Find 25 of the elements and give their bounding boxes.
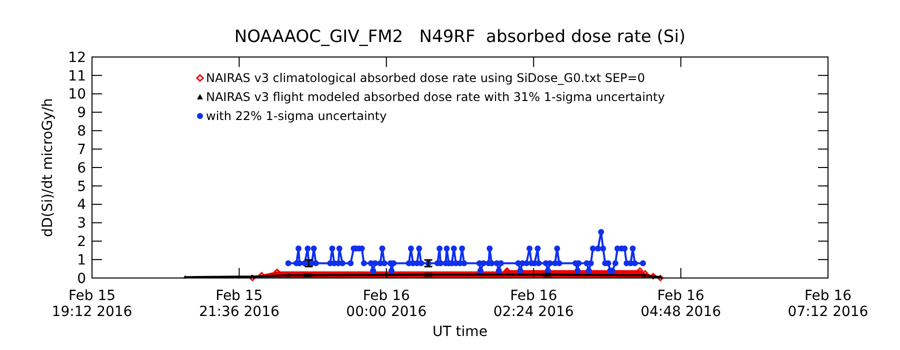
legend-label: NAIRAS v3 climatological absorbed dose rate using SiDose_G0.txt SEP=0 (206, 71, 645, 86)
y-tick-label: 4 (77, 197, 86, 214)
y-tick-label: 10 (68, 86, 86, 103)
y-tick-label: 6 (77, 160, 86, 176)
y-axis-title: dD(Si)/dt microGy/h (40, 98, 56, 237)
x-tick-label: Feb 16 02:24 2016 (493, 288, 574, 320)
y-tick-label: 5 (77, 178, 86, 195)
y-tick-label: 11 (68, 68, 86, 84)
legend-label: NAIRAS v3 flight modeled absorbed dose rate with 31% 1-sigma uncertainty (206, 90, 665, 104)
y-tick-label: 2 (77, 234, 86, 250)
y-tick-label: 12 (68, 50, 86, 66)
y-tick-label: 9 (77, 105, 86, 122)
y-tick-label: 0 (77, 270, 86, 287)
y-tick-label: 3 (77, 216, 86, 232)
x-tick-label: Feb 15 21:36 2016 (198, 288, 280, 320)
x-tick-label: Feb 15 19:12 2016 (52, 288, 132, 320)
chart-title: NOAAAOC_GIV_FM2 N49RF absorbed dose rate (Si) (234, 27, 686, 47)
x-tick-label: Feb 16 00:00 2016 (346, 288, 427, 320)
y-tick-label: 8 (77, 124, 86, 140)
x-tick-label: Feb 16 07:12 2016 (788, 288, 868, 320)
y-tick-label: 1 (77, 252, 86, 268)
x-tick-label: Feb 16 04:48 2016 (640, 288, 722, 320)
y-tick-label: 7 (77, 142, 86, 158)
x-axis-title: UT time (432, 324, 488, 340)
legend-label: with 22% 1-sigma uncertainty (206, 109, 387, 124)
